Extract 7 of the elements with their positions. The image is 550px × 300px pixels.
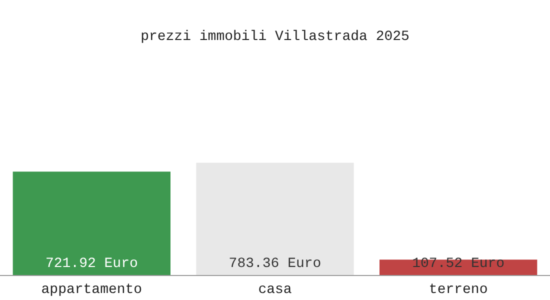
x-tick-label: appartamento bbox=[41, 282, 142, 298]
data-label: 783.36 Euro bbox=[228, 256, 322, 272]
x-tick-label: casa bbox=[258, 282, 292, 298]
data-label: 721.92 Euro bbox=[45, 256, 138, 272]
chart-title: prezzi immobili Villastrada 2025 bbox=[140, 28, 410, 45]
data-label: 107.52 Euro bbox=[412, 256, 505, 272]
x-tick-label: terreno bbox=[428, 282, 488, 298]
